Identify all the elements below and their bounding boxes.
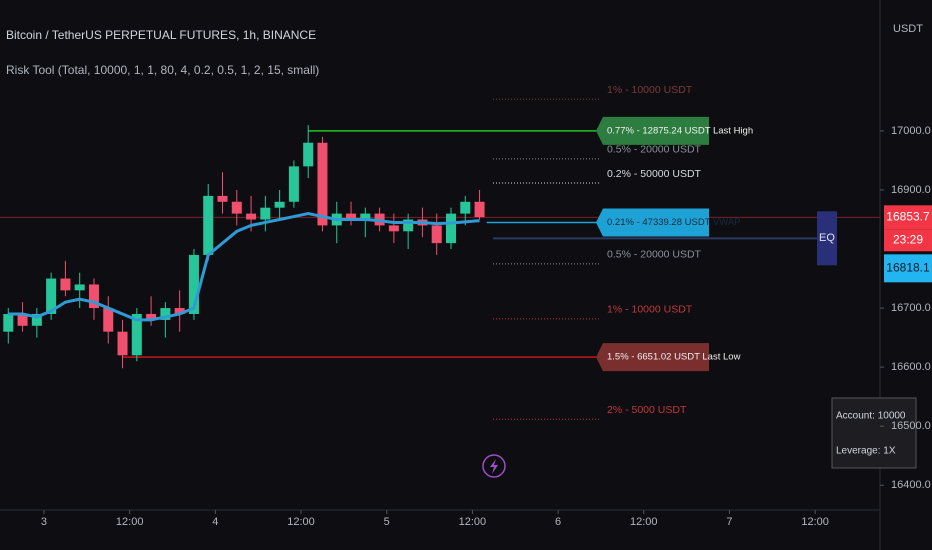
eq-label: EQ — [819, 232, 835, 244]
x-tick-label: 3 — [41, 516, 47, 528]
price-marker-label: 16853.7 — [886, 209, 930, 223]
candle-body — [131, 313, 142, 356]
x-tick-label: 6 — [555, 516, 561, 528]
y-tick-label: 16900.0 — [891, 184, 931, 196]
chart-title: Bitcoin / TetherUS PERPETUAL FUTURES, 1h… — [6, 28, 316, 42]
candle-body — [460, 201, 471, 214]
candle-body — [360, 213, 371, 220]
x-tick-label: 12:00 — [801, 516, 829, 528]
candle-body — [317, 142, 328, 226]
vwap-line — [8, 212, 480, 322]
y-unit: USDT — [893, 23, 923, 35]
candle-body — [246, 213, 257, 220]
candle-body — [203, 195, 214, 255]
level-label: 2% - 5000 USDT — [607, 404, 687, 416]
candle-body — [146, 313, 157, 320]
candle-body — [231, 201, 242, 214]
y-tick-label: 16500.0 — [891, 420, 931, 432]
candle-body — [74, 284, 85, 291]
candle-body — [217, 195, 228, 202]
x-tick-label: 12:00 — [630, 516, 658, 528]
alert-icon[interactable] — [482, 454, 506, 478]
eq-price-marker — [884, 254, 932, 283]
candle-body — [88, 284, 99, 309]
countdown-box — [884, 229, 932, 252]
candle-body — [117, 331, 128, 356]
candle-body — [346, 213, 357, 220]
level-label: 1% - 10000 USDT — [607, 304, 693, 316]
info-box — [831, 397, 917, 469]
candle-body — [274, 201, 285, 208]
candle-body — [260, 207, 271, 220]
candle-body — [174, 308, 185, 314]
y-tick-label: 16700.0 — [891, 302, 931, 314]
level-label: 0.5% - 20000 USDT — [607, 249, 702, 261]
candle-body — [31, 313, 42, 326]
y-tick-label: 16400.0 — [891, 479, 931, 491]
y-tick-label: 17000.0 — [891, 125, 931, 137]
candle-body — [188, 254, 199, 314]
x-tick-label: 12:00 — [116, 516, 144, 528]
candle-body — [288, 166, 299, 202]
level-label: 0.5% - 20000 USDT — [607, 144, 702, 156]
alert-icon-bolt — [490, 459, 498, 474]
candle-body — [431, 225, 442, 244]
level-box — [596, 208, 709, 237]
candle-body — [445, 213, 456, 244]
countdown-label: 23:29 — [893, 232, 923, 246]
candle-body — [103, 308, 114, 332]
candle-body — [303, 142, 314, 167]
candle-body — [46, 278, 57, 314]
level-label: 0.2% - 50000 USDT — [607, 168, 702, 180]
x-tick-label: 4 — [212, 516, 218, 528]
candle-body — [160, 308, 171, 320]
x-tick-label: 7 — [726, 516, 732, 528]
price-marker — [884, 205, 932, 230]
level-label: 1.5% - 6651.02 USDT Last Low — [607, 352, 741, 363]
level-label: 0.77% - 12875.24 USDT Last High — [607, 125, 753, 136]
candle-body — [388, 225, 399, 232]
candle-body — [17, 313, 28, 326]
x-tick-label: 5 — [384, 516, 390, 528]
candle-body — [60, 278, 71, 291]
eq-box — [817, 211, 837, 266]
level-box — [596, 116, 709, 145]
candle-body — [403, 219, 414, 232]
eq-price-label: 16818.1 — [886, 261, 930, 275]
info-line: Leverage: 1X — [836, 446, 896, 457]
x-tick-label: 12:00 — [459, 516, 487, 528]
level-box — [596, 343, 709, 372]
y-tick-label: 16600.0 — [891, 361, 931, 373]
info-line: Account: 10000 — [836, 411, 906, 422]
x-tick-label: 12:00 — [287, 516, 315, 528]
indicator-label: Risk Tool (Total, 10000, 1, 1, 80, 4, 0.… — [6, 63, 319, 77]
candle-body — [3, 313, 14, 332]
level-label: 0.21% - 47339.28 USDT VWAP — [607, 217, 741, 228]
level-label: 1% - 10000 USDT — [607, 84, 693, 96]
candle-body — [474, 201, 485, 218]
